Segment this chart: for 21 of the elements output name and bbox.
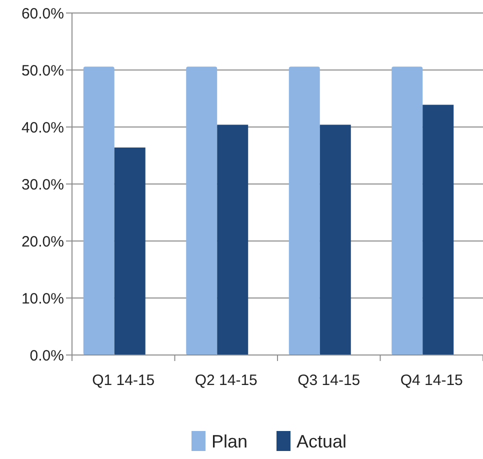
bar: [422, 104, 454, 355]
y-tick-label: 30.0%: [21, 176, 64, 194]
bar: [392, 66, 423, 355]
y-tick-label: 20.0%: [21, 233, 64, 250]
x-tick-label: Q3 14-15: [298, 372, 360, 389]
bar: [114, 148, 146, 355]
y-tick-label: 60.0%: [21, 5, 64, 22]
x-tick-label: Q2 14-15: [194, 372, 258, 389]
bar: [83, 66, 114, 355]
y-tick-label: 0.0%: [30, 347, 64, 364]
legend-label: Plan: [212, 431, 248, 452]
bar: [217, 124, 248, 355]
x-tick-label: Q1 14-15: [92, 372, 155, 389]
y-tick-label: 40.0%: [21, 119, 64, 136]
y-tick-label: 10.0%: [21, 290, 64, 308]
bar: [186, 66, 218, 355]
bar: [320, 124, 351, 355]
x-tick-label: Q4 14-15: [400, 372, 463, 389]
legend-label: Actual: [296, 431, 347, 452]
y-tick-label: 50.0%: [21, 62, 64, 80]
bar: [288, 66, 320, 355]
